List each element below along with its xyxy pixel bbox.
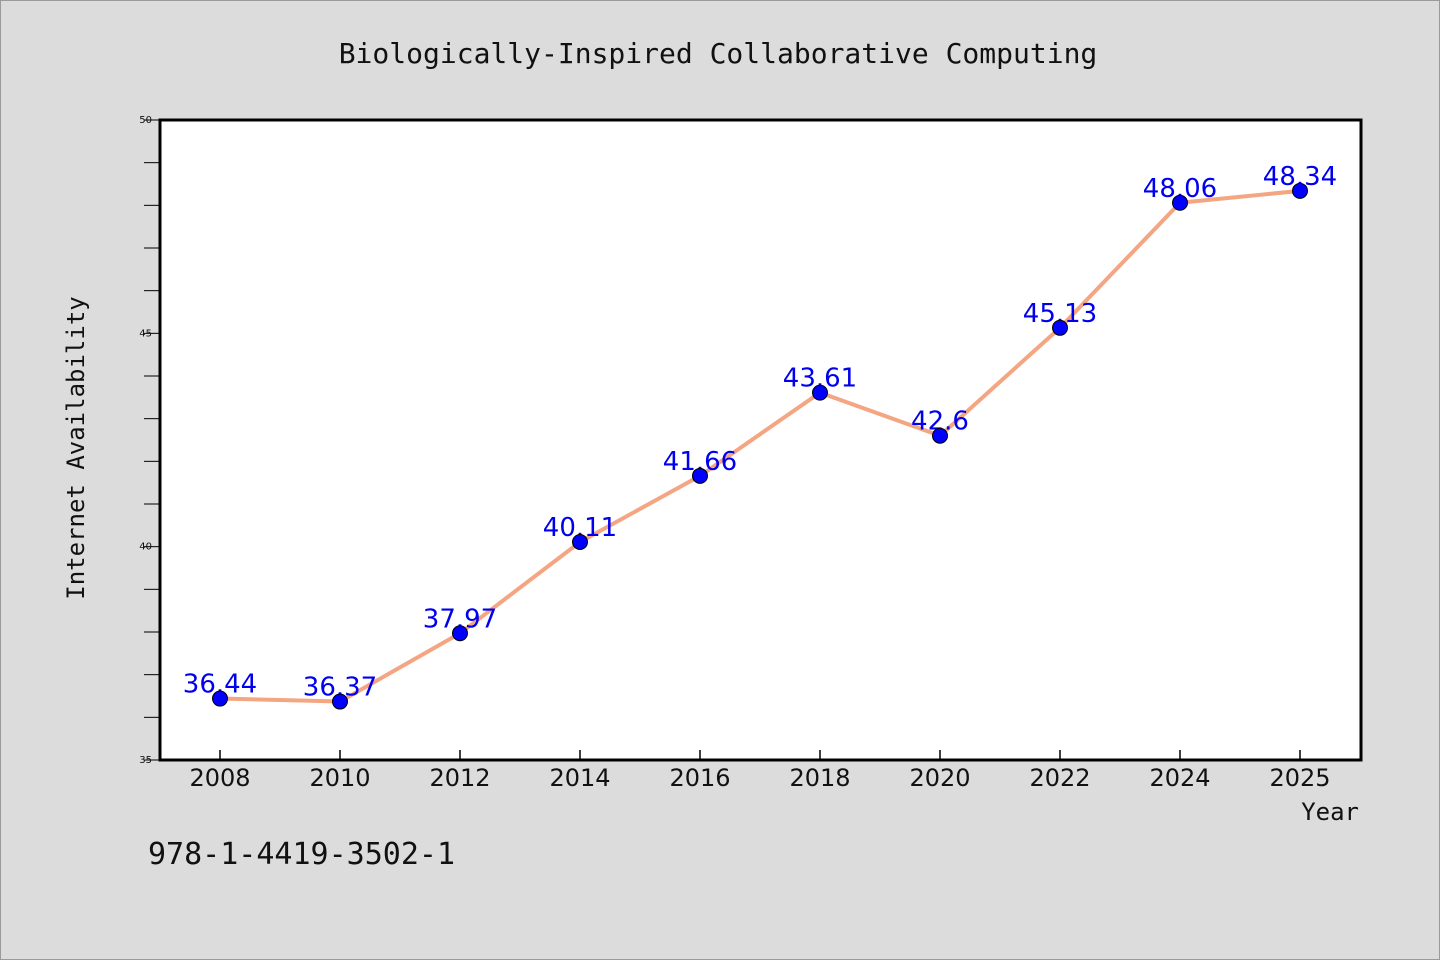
data-point	[1292, 182, 1308, 199]
data-point	[332, 693, 348, 710]
data-point	[812, 384, 828, 401]
x-tick-label: 2010	[309, 764, 370, 792]
data-point	[1052, 319, 1068, 336]
x-tick-label: 2008	[189, 764, 250, 792]
x-tick-label: 2014	[549, 764, 610, 792]
x-tick-label: 2022	[1029, 764, 1090, 792]
x-tick-label: 2018	[789, 764, 850, 792]
x-axis-label: Year	[1301, 798, 1359, 826]
data-point	[932, 427, 948, 444]
isbn-text: 978-1-4419-3502-1	[148, 837, 455, 872]
data-point	[452, 625, 468, 642]
data-point	[1172, 194, 1188, 211]
y-axis: 35 40 45 50	[139, 115, 160, 766]
data-point	[692, 467, 708, 484]
chart-title: Biologically-Inspired Collaborative Comp…	[339, 37, 1098, 70]
data-point	[572, 533, 588, 550]
data-point	[212, 690, 228, 707]
x-tick-label: 2024	[1149, 764, 1210, 792]
data-label-layer: 36.44 36.3737.9740.1141.6643.6142.645.134…	[183, 162, 1337, 703]
x-tick-label: 2012	[429, 764, 490, 792]
x-tick-label: 2025	[1269, 764, 1330, 792]
y-tick-label: 50	[139, 115, 152, 126]
series-line	[218, 188, 1302, 704]
y-tick-label: 35	[139, 755, 152, 766]
y-axis-label: Internet Availability	[62, 296, 90, 599]
x-tick-label: 2020	[909, 764, 970, 792]
y-tick-label: 45	[139, 328, 152, 339]
x-axis: 2008 2010 2012 2014 2016 2018 2020 2022 2024 2025	[189, 750, 1331, 792]
plot-area	[158, 118, 1363, 762]
y-tick-label: 40	[139, 542, 152, 553]
x-tick-label: 2016	[669, 764, 730, 792]
series-layer	[218, 188, 1302, 704]
